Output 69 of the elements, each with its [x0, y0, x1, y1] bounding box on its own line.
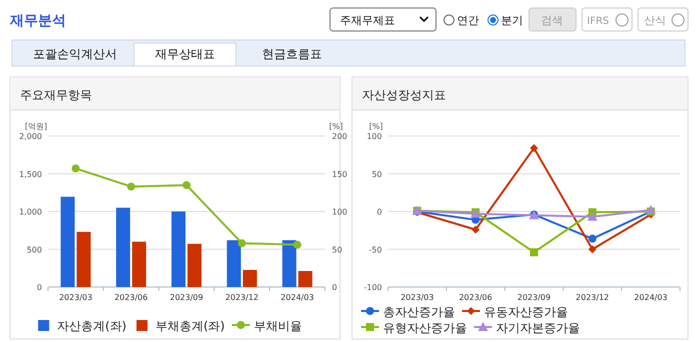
legend-label: 유형자산증가율: [383, 321, 467, 335]
legend-label: 자기자본증가율: [496, 321, 580, 335]
y-tick-label: 0: [376, 208, 382, 216]
x-tick-label: 2023/09: [170, 293, 204, 302]
y2-tick-label: 50: [332, 245, 342, 254]
bar: [60, 196, 75, 287]
point: [646, 204, 656, 214]
point: [530, 248, 538, 256]
x-tick-label: 2023/06: [458, 293, 492, 302]
text: 포괄손익계산서: [33, 47, 117, 61]
x-tick-label: 2024/03: [280, 293, 314, 302]
legend-label: 부채총계(좌): [156, 319, 225, 333]
y-tick-label: 50: [372, 170, 382, 179]
y2-axis-title: [%]: [329, 122, 343, 131]
chart-title: 주요재무항목: [20, 88, 92, 102]
text: IFRS: [587, 16, 609, 27]
y2-tick-label: 100: [332, 208, 348, 216]
point: [588, 234, 596, 243]
text: 재무분석: [9, 13, 66, 29]
text: 현금흐름표: [262, 47, 322, 61]
x-tick-label: 2023/12: [225, 293, 259, 302]
y-tick-label: 2,000: [19, 132, 42, 141]
x-tick-label: 2023/03: [400, 293, 434, 302]
bar: [298, 270, 312, 287]
x-tick-label: 2024/03: [634, 293, 668, 302]
x-tick-label: 2023/06: [114, 293, 148, 302]
y2-tick-label: 150: [332, 170, 348, 179]
y-axis-title: [억원]: [24, 122, 48, 131]
bar: [242, 270, 257, 287]
bar: [226, 240, 241, 287]
point: [127, 182, 136, 191]
point: [472, 226, 480, 234]
point: [72, 164, 80, 172]
legend-label: 유동자산증가율: [484, 305, 568, 319]
text: 재무상태표: [155, 47, 215, 61]
point: [293, 240, 302, 249]
bar: [172, 212, 186, 287]
bar: [188, 244, 202, 287]
text: 주재무제표: [340, 14, 395, 27]
x-tick-label: 2023/12: [576, 293, 610, 302]
text: 산식: [644, 14, 666, 27]
y-tick-label: 1,000: [19, 208, 42, 216]
chart-title: 자산성장성지표: [362, 88, 446, 102]
point: [238, 239, 246, 248]
y-tick-label: 100: [366, 132, 382, 141]
point: [588, 245, 596, 254]
point: [530, 144, 538, 152]
bar: [282, 240, 296, 287]
legend-label: 총자산증가율: [383, 305, 455, 319]
x-tick-label: 2023/09: [517, 293, 551, 302]
bar: [132, 242, 146, 287]
text: 검색: [541, 14, 563, 27]
point: [587, 212, 598, 221]
y-tick-label: -100: [364, 283, 382, 292]
y-tick-label: 500: [26, 245, 42, 254]
legend-label: 부채비율: [254, 319, 302, 333]
text: 분기: [501, 14, 523, 27]
y-axis-title: [%]: [369, 122, 383, 131]
text: 연간: [457, 14, 479, 27]
point: [182, 181, 190, 190]
bar: [76, 232, 91, 287]
y2-tick-label: 0: [332, 283, 338, 292]
bar: [116, 208, 130, 287]
y-tick-label: 1,500: [19, 170, 42, 179]
y-tick-label: -50: [368, 245, 382, 254]
legend-label: 자산총계(좌): [57, 319, 126, 333]
y-tick-label: 0: [36, 283, 42, 292]
y2-tick-label: 200: [332, 132, 348, 141]
x-tick-label: 2023/03: [59, 293, 92, 302]
